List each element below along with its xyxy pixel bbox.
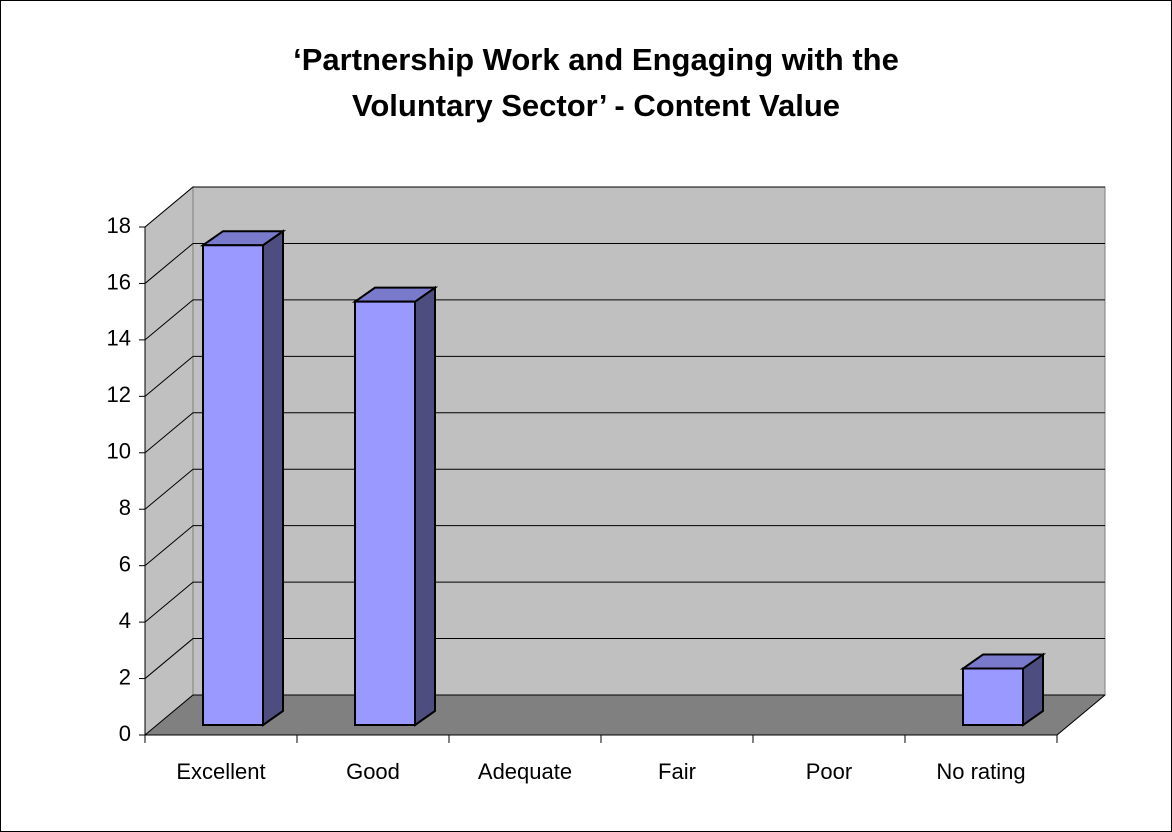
grid-line — [144, 355, 1105, 397]
bar-face — [262, 229, 284, 727]
bar-face — [354, 300, 416, 726]
x-tick-label: No rating — [936, 759, 1025, 784]
x-tick-label: Excellent — [176, 759, 265, 784]
y-tick-label: 4 — [119, 608, 131, 633]
bar-face — [414, 285, 436, 727]
y-tick-label: 8 — [119, 495, 131, 520]
grid-line — [144, 186, 1105, 228]
y-tick-label: 18 — [107, 213, 131, 238]
y-tick-label: 0 — [119, 721, 131, 746]
bar-face — [962, 667, 1024, 726]
y-tick-label: 2 — [119, 664, 131, 689]
bar — [959, 652, 1047, 727]
y-tick-label: 10 — [107, 439, 131, 464]
bar-face — [202, 244, 264, 726]
grid-line — [144, 525, 1105, 567]
grid-line — [144, 638, 1105, 679]
x-tick-label: Good — [346, 759, 400, 784]
back-wall — [192, 186, 1106, 696]
grid-line — [144, 299, 1105, 341]
chart-title: Voluntary Sector’ - Content Value — [352, 88, 840, 123]
x-tick-label: Poor — [806, 759, 852, 784]
bar — [199, 229, 287, 727]
grid-line — [144, 412, 1105, 454]
grid-line — [144, 242, 1105, 284]
y-tick-label: 16 — [107, 269, 131, 294]
grid-line — [144, 468, 1105, 510]
x-tick-label: Adequate — [478, 759, 572, 784]
y-tick-label: 12 — [107, 382, 131, 407]
grid-line — [144, 694, 1105, 736]
y-tick-label: 14 — [107, 326, 131, 351]
side-wall — [144, 185, 194, 737]
bar — [351, 285, 439, 727]
floor — [143, 694, 1107, 736]
grid-line — [144, 581, 1105, 623]
x-tick-label: Fair — [658, 759, 696, 784]
chart-title: ‘Partnership Work and Engaging with the — [293, 42, 899, 77]
floor-edge — [1056, 694, 1106, 736]
y-tick-label: 6 — [119, 551, 131, 576]
